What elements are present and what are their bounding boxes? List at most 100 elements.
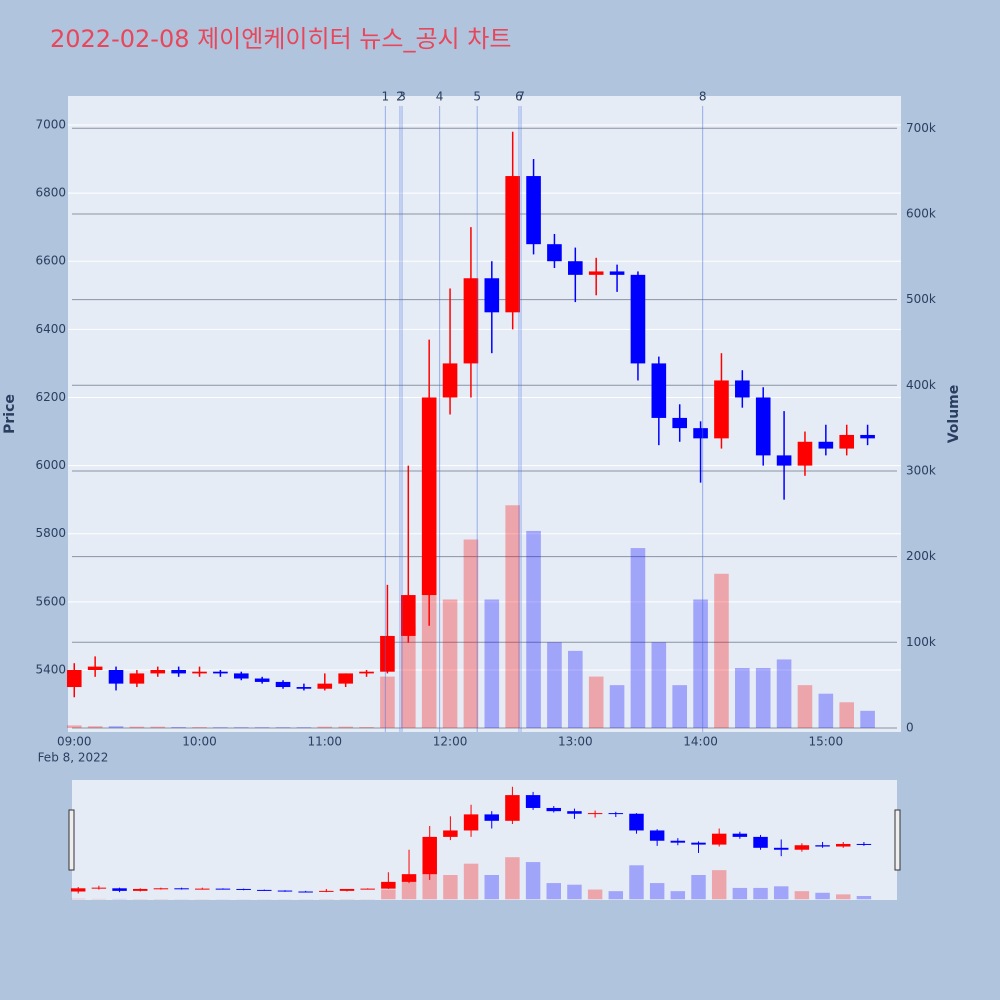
y2-tick-label: 300k (906, 463, 936, 477)
candle-body (649, 830, 665, 841)
x-tick-label: 09:00 (57, 735, 92, 749)
y-tick-label: 6600 (35, 254, 66, 268)
volume-bar (381, 889, 396, 900)
candle-body (421, 397, 437, 596)
volume-bar (711, 870, 727, 900)
candle-body (773, 847, 789, 850)
candle-body (587, 813, 603, 815)
y-tick-label: 6800 (35, 186, 66, 200)
volume-bar (672, 685, 688, 728)
candle-body (525, 795, 541, 808)
volume-bar (317, 726, 333, 728)
candle-body (546, 807, 562, 812)
news-label: 8 (699, 90, 707, 104)
range-handle-right[interactable] (894, 809, 901, 871)
volume-bar (714, 573, 729, 728)
x-tick-label: 15:00 (809, 735, 844, 749)
candle-body (275, 681, 291, 688)
volume-bar (753, 887, 768, 900)
volume-bar (87, 726, 103, 728)
volume-bar (818, 693, 834, 728)
volume-bar (422, 866, 437, 900)
volume-bar (568, 650, 583, 728)
candle-body (732, 833, 748, 837)
volume-bar (338, 726, 353, 728)
volume-bar (693, 599, 708, 728)
volume-bar (547, 642, 562, 728)
candle-body (150, 670, 166, 674)
volume-bar (380, 676, 395, 728)
y-tick-label: 5800 (35, 526, 66, 540)
candle-body (609, 271, 625, 275)
candle-body (753, 836, 768, 848)
y2-tick-label: 700k (906, 121, 936, 135)
volume-bar (443, 874, 458, 900)
candle-body (526, 176, 541, 245)
candle-body (236, 888, 251, 890)
candle-body (66, 670, 82, 688)
volume-bar (526, 530, 541, 728)
candle-body (484, 278, 500, 313)
volume-bar (797, 685, 813, 728)
volume-bar (588, 676, 604, 728)
candle-body (91, 887, 107, 889)
volume-bar (836, 894, 851, 900)
volume-bar (463, 539, 479, 728)
candle-body (463, 278, 479, 364)
candle-body (192, 671, 207, 674)
candle-body (629, 813, 644, 831)
volume-bar (773, 886, 789, 900)
candle-body (818, 441, 834, 449)
volume-bar (505, 857, 520, 900)
candle-body (213, 671, 228, 674)
candle-body (108, 670, 124, 684)
candle-body (839, 434, 855, 449)
volume-bar (254, 727, 270, 728)
x-tick-label: 14:00 (683, 735, 718, 749)
volume-bar (442, 599, 458, 728)
y-tick-label: 7000 (35, 117, 66, 131)
volume-bar (484, 599, 500, 728)
volume-bar (484, 874, 499, 900)
candle-body (233, 673, 249, 679)
news-label: 1 (382, 90, 390, 104)
x-tick-label: 10:00 (182, 735, 217, 749)
candle-body (317, 683, 333, 689)
volume-bar (609, 685, 625, 728)
volume-bar (776, 659, 792, 728)
candle-body (360, 888, 375, 890)
candle-body (112, 888, 127, 891)
candle-body (794, 845, 810, 850)
candle-body (714, 380, 729, 439)
volume-bar (649, 883, 665, 900)
candle-body (691, 842, 706, 845)
volume-bar (171, 727, 186, 728)
volume-bar (192, 727, 207, 728)
volume-bar (296, 727, 312, 728)
candle-body (153, 888, 169, 890)
volume-bar (794, 891, 810, 900)
candle-body (87, 666, 103, 671)
candle-body (339, 888, 355, 891)
y2-tick-label: 400k (906, 378, 936, 392)
volume-bar (839, 702, 855, 728)
y2-tick-label: 500k (906, 292, 936, 306)
candle-body (401, 874, 417, 882)
candle-body (422, 836, 437, 875)
candle-body (174, 888, 189, 890)
candle-body (608, 813, 624, 815)
volume-bar (66, 725, 82, 728)
candle-body (195, 888, 210, 890)
y-axis-title: Price (2, 394, 18, 434)
volume-bar (630, 548, 646, 728)
range-handle-left[interactable] (68, 809, 75, 871)
candle-body (651, 363, 667, 418)
volume-bar (587, 889, 603, 900)
candle-body (132, 888, 148, 891)
volume-bar (608, 891, 624, 900)
volume-bar (691, 874, 706, 900)
volume-bar (651, 642, 667, 728)
volume-bar (567, 884, 582, 900)
volume-bar (150, 726, 166, 728)
